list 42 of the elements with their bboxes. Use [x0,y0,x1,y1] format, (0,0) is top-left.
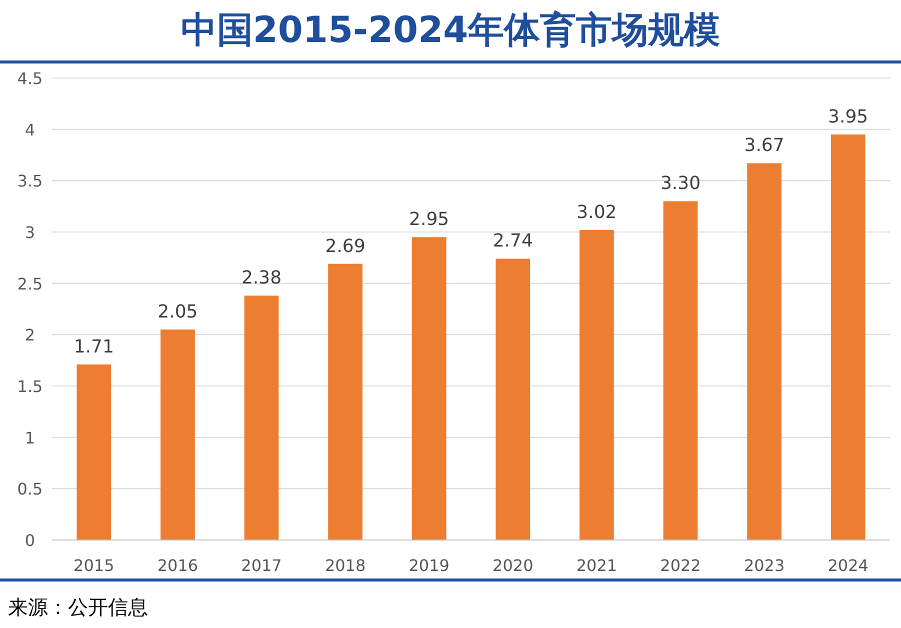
y-tick-label: 0.5 [17,480,43,499]
bar [580,230,614,540]
x-tick-label: 2018 [324,556,366,575]
x-tick-label: 2020 [492,556,534,575]
bar [160,330,195,540]
y-tick-label: 4 [24,120,36,140]
bar [244,296,279,540]
y-tick-label: 1 [24,428,36,448]
data-label: 3.30 [660,173,701,194]
x-tick-label: 2019 [408,556,450,575]
data-label: 3.02 [576,202,617,223]
x-tick-label: 2023 [744,556,785,575]
bar [747,163,782,540]
x-tick-label: 2017 [241,556,282,575]
chart-title: 中国2015-2024年体育市场规模 [180,10,720,51]
x-tick-label: 2024 [828,556,868,575]
x-tick-label: 2016 [157,556,198,575]
data-label: 2.69 [325,236,366,257]
y-tick-label: 0 [24,531,36,550]
data-label: 3.95 [828,106,868,128]
x-tick-label: 2022 [660,556,701,575]
y-tick-label: 4.5 [17,69,43,88]
data-label: 2.74 [492,230,533,252]
y-tick-label: 2.5 [17,274,43,294]
bar [663,201,698,540]
data-label: 1.71 [74,336,114,358]
y-tick-label: 3.5 [17,172,43,191]
data-label: 3.67 [744,135,784,156]
x-tick-label: 2021 [576,556,618,575]
y-tick-label: 1.5 [17,377,43,396]
bar [76,364,112,540]
y-tick-label: 2 [24,326,36,345]
source-note: 来源：公开信息 [8,595,148,619]
bar [328,264,362,540]
bar [830,134,866,540]
y-tick-label: 3 [24,223,36,242]
data-label: 2.95 [409,209,450,230]
bar [496,258,530,540]
bar [412,237,446,540]
data-label: 2.38 [241,268,282,289]
data-label: 2.05 [158,302,198,323]
x-tick-label: 2015 [74,556,114,575]
